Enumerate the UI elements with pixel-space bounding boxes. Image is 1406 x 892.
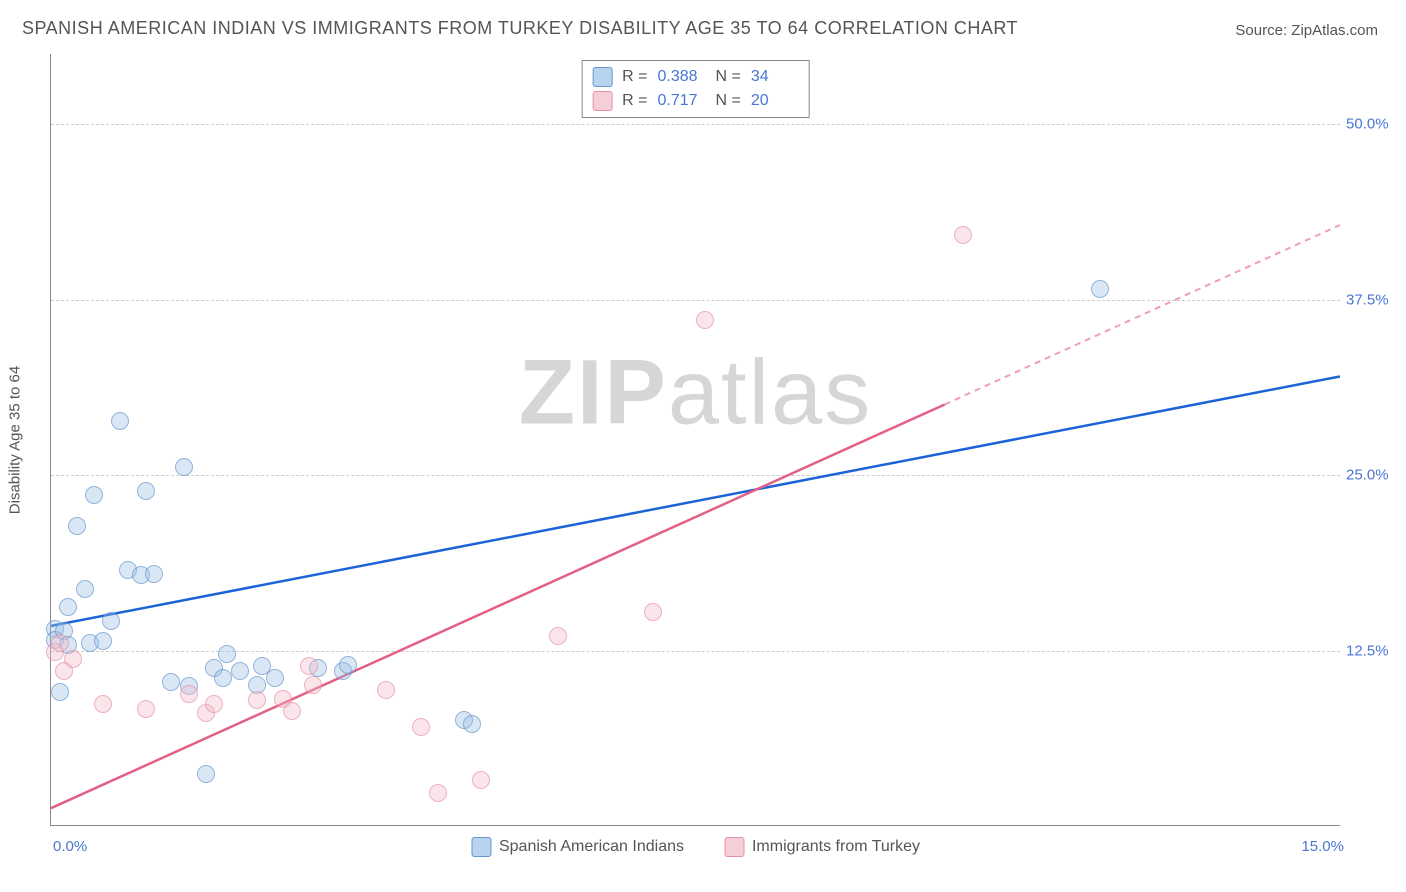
watermark: ZIPatlas xyxy=(519,341,872,446)
data-point-pink xyxy=(51,634,69,652)
gridline xyxy=(51,651,1340,652)
gridline xyxy=(51,124,1340,125)
data-point-blue xyxy=(175,458,193,476)
data-point-pink xyxy=(64,650,82,668)
legend-label: Spanish American Indians xyxy=(499,838,684,856)
legend-item-pink: Immigrants from Turkey xyxy=(724,837,920,857)
source-attribution: Source: ZipAtlas.com xyxy=(1235,22,1378,39)
stat-row: R = 0.388 N = 34 xyxy=(592,65,799,89)
data-point-blue xyxy=(162,673,180,691)
data-point-blue xyxy=(85,486,103,504)
source-label: Source: xyxy=(1235,22,1291,39)
watermark-zip: ZIP xyxy=(519,342,668,444)
n-label: N = xyxy=(716,68,741,86)
data-point-blue xyxy=(1091,280,1109,298)
gridline xyxy=(51,300,1340,301)
legend-swatch-blue xyxy=(471,837,491,857)
x-tick-left: 0.0% xyxy=(53,838,87,855)
data-point-pink xyxy=(696,311,714,329)
gridline xyxy=(51,475,1340,476)
data-point-blue xyxy=(231,662,249,680)
r-value: 0.717 xyxy=(658,92,706,110)
data-point-blue xyxy=(463,715,481,733)
data-point-blue xyxy=(137,482,155,500)
data-point-blue xyxy=(111,412,129,430)
trendline-dashed-pink xyxy=(945,225,1340,404)
data-point-blue xyxy=(145,565,163,583)
data-point-pink xyxy=(412,718,430,736)
data-point-pink xyxy=(137,700,155,718)
data-point-pink xyxy=(205,695,223,713)
data-point-blue xyxy=(68,517,86,535)
trendline-blue xyxy=(51,376,1340,626)
data-point-pink xyxy=(429,784,447,802)
r-label: R = xyxy=(622,68,647,86)
data-point-blue xyxy=(197,765,215,783)
chart-title: SPANISH AMERICAN INDIAN VS IMMIGRANTS FR… xyxy=(22,18,1018,39)
data-point-blue xyxy=(59,598,77,616)
plot-region: ZIPatlas 12.5%25.0%37.5%50.0% R = 0.388N… xyxy=(50,54,1340,826)
r-value: 0.388 xyxy=(658,68,706,86)
stats-box: R = 0.388 N = 34 R = 0.717 N = 20 xyxy=(581,60,810,118)
legend-item-blue: Spanish American Indians xyxy=(471,837,684,857)
data-point-pink xyxy=(300,657,318,675)
watermark-atlas: atlas xyxy=(668,342,872,444)
stat-swatch-blue xyxy=(592,67,612,87)
y-tick: 12.5% xyxy=(1346,642,1398,659)
y-tick: 37.5% xyxy=(1346,291,1398,308)
data-point-blue xyxy=(51,683,69,701)
data-point-blue xyxy=(94,632,112,650)
legend-label: Immigrants from Turkey xyxy=(752,838,920,856)
data-point-blue xyxy=(102,612,120,630)
data-point-blue xyxy=(266,669,284,687)
legend: Spanish American Indians Immigrants from … xyxy=(471,837,920,857)
data-point-pink xyxy=(304,676,322,694)
data-point-blue xyxy=(214,669,232,687)
data-point-pink xyxy=(549,627,567,645)
data-point-pink xyxy=(472,771,490,789)
data-point-pink xyxy=(94,695,112,713)
data-point-blue xyxy=(339,656,357,674)
n-value: 34 xyxy=(751,68,799,86)
trendlines-svg xyxy=(51,54,1340,825)
y-tick: 50.0% xyxy=(1346,116,1398,133)
data-point-pink xyxy=(283,702,301,720)
data-point-pink xyxy=(180,685,198,703)
r-label: R = xyxy=(622,92,647,110)
data-point-blue xyxy=(218,645,236,663)
y-axis-label: Disability Age 35 to 64 xyxy=(7,366,24,514)
x-tick-right: 15.0% xyxy=(1301,838,1344,855)
data-point-pink xyxy=(644,603,662,621)
stat-swatch-pink xyxy=(592,91,612,111)
legend-swatch-pink xyxy=(724,837,744,857)
n-label: N = xyxy=(716,92,741,110)
source-link[interactable]: ZipAtlas.com xyxy=(1291,22,1378,39)
y-tick: 25.0% xyxy=(1346,467,1398,484)
stat-row: R = 0.717 N = 20 xyxy=(592,89,799,113)
data-point-pink xyxy=(954,226,972,244)
data-point-blue xyxy=(76,580,94,598)
chart-area: Disability Age 35 to 64 ZIPatlas 12.5%25… xyxy=(50,54,1340,826)
n-value: 20 xyxy=(751,92,799,110)
data-point-pink xyxy=(248,691,266,709)
data-point-pink xyxy=(377,681,395,699)
